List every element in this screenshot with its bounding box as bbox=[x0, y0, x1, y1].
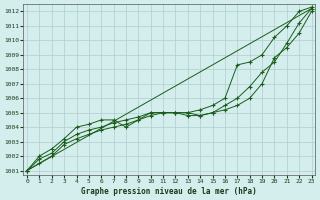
X-axis label: Graphe pression niveau de la mer (hPa): Graphe pression niveau de la mer (hPa) bbox=[81, 187, 257, 196]
